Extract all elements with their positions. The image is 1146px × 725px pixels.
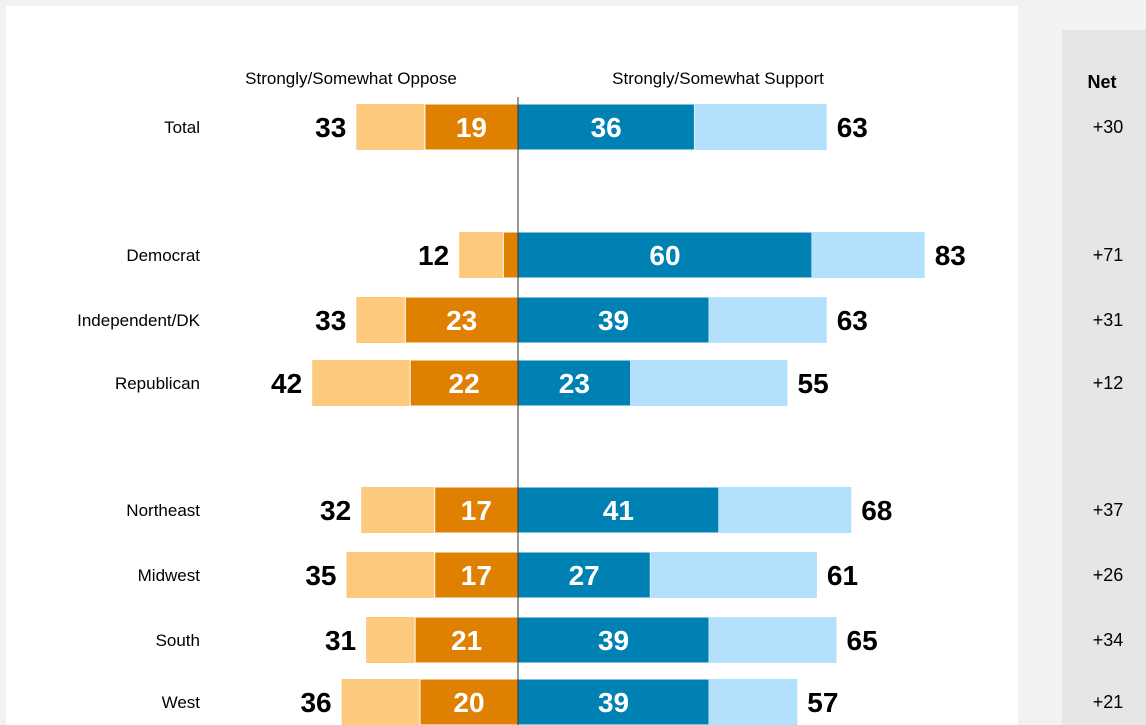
net-value: +34: [1093, 630, 1124, 650]
support-total-label: 57: [807, 687, 838, 718]
row-independent-dk: Independent/DK 23 39 33 63 +31: [77, 297, 1123, 343]
oppose-total-label: 33: [315, 305, 346, 336]
support-header: Strongly/Somewhat Support: [612, 69, 824, 88]
strongly-oppose-label: 23: [446, 305, 477, 336]
row-democrat: Democrat 60 12 83 +71: [126, 232, 1123, 278]
oppose-header: Strongly/Somewhat Oppose: [245, 69, 457, 88]
bar-somewhat-support: [812, 232, 925, 278]
support-total-label: 68: [861, 495, 892, 526]
strongly-support-label: 39: [598, 305, 629, 336]
net-value: +37: [1093, 500, 1124, 520]
bar-somewhat-oppose: [312, 360, 410, 406]
category-label: South: [156, 631, 200, 650]
row-northeast: Northeast 17 41 32 68 +37: [126, 487, 1123, 533]
strongly-oppose-label: 17: [461, 560, 492, 591]
bar-strongly-oppose: [503, 232, 518, 278]
support-total-label: 61: [827, 560, 858, 591]
net-header: Net: [1087, 72, 1116, 92]
bar-somewhat-oppose: [342, 679, 420, 725]
oppose-total-label: 33: [315, 112, 346, 143]
bar-somewhat-support: [709, 679, 797, 725]
bar-somewhat-oppose: [361, 487, 435, 533]
strongly-oppose-label: 17: [461, 495, 492, 526]
bar-somewhat-support: [631, 360, 788, 406]
bar-somewhat-support: [650, 552, 817, 598]
support-total-label: 65: [847, 625, 878, 656]
oppose-total-label: 12: [418, 240, 449, 271]
strongly-oppose-label: 22: [449, 368, 480, 399]
row-west: West 20 39 36 57 +21: [162, 679, 1124, 725]
category-label: Total: [164, 118, 200, 137]
oppose-total-label: 35: [305, 560, 336, 591]
category-label: Democrat: [126, 246, 200, 265]
bar-somewhat-support: [719, 487, 851, 533]
strongly-support-label: 36: [591, 112, 622, 143]
oppose-total-label: 36: [300, 687, 331, 718]
row-south: South 21 39 31 65 +34: [156, 617, 1124, 663]
strongly-support-label: 39: [598, 625, 629, 656]
oppose-total-label: 32: [320, 495, 351, 526]
strongly-oppose-label: 19: [456, 112, 487, 143]
support-total-label: 63: [837, 112, 868, 143]
net-value: +21: [1093, 692, 1124, 712]
bar-somewhat-oppose: [356, 297, 405, 343]
strongly-support-label: 27: [569, 560, 600, 591]
bar-somewhat-oppose: [459, 232, 503, 278]
net-value: +12: [1093, 373, 1124, 393]
net-value: +31: [1093, 310, 1124, 330]
strongly-support-label: 39: [598, 687, 629, 718]
net-value: +30: [1093, 117, 1124, 137]
row-midwest: Midwest 17 27 35 61 +26: [138, 552, 1124, 598]
bar-somewhat-support: [709, 617, 836, 663]
category-label: Republican: [115, 374, 200, 393]
strongly-support-label: 41: [603, 495, 634, 526]
bar-somewhat-oppose: [356, 104, 425, 150]
row-total: Total 19 36 33 63 +30: [164, 104, 1123, 150]
category-label: Northeast: [126, 501, 200, 520]
category-label: Midwest: [138, 566, 201, 585]
oppose-total-label: 31: [325, 625, 356, 656]
bar-somewhat-oppose: [347, 552, 435, 598]
bar-somewhat-support: [709, 297, 827, 343]
strongly-support-label: 60: [649, 240, 680, 271]
support-total-label: 63: [837, 305, 868, 336]
support-total-label: 55: [798, 368, 829, 399]
strongly-oppose-label: 21: [451, 625, 482, 656]
net-value: +26: [1093, 565, 1124, 585]
bar-somewhat-oppose: [366, 617, 415, 663]
category-label: West: [162, 693, 201, 712]
bar-somewhat-support: [694, 104, 826, 150]
support-total-label: 83: [935, 240, 966, 271]
net-value: +71: [1093, 245, 1124, 265]
strongly-support-label: 23: [559, 368, 590, 399]
strongly-oppose-label: 20: [453, 687, 484, 718]
chart-rows: Total 19 36 33 63 +30 Democrat 60 12 83 +71 Indepen…: [77, 104, 1123, 725]
category-label: Independent/DK: [77, 311, 201, 330]
row-republican: Republican 22 23 42 55 +12: [115, 360, 1123, 406]
oppose-total-label: 42: [271, 368, 302, 399]
